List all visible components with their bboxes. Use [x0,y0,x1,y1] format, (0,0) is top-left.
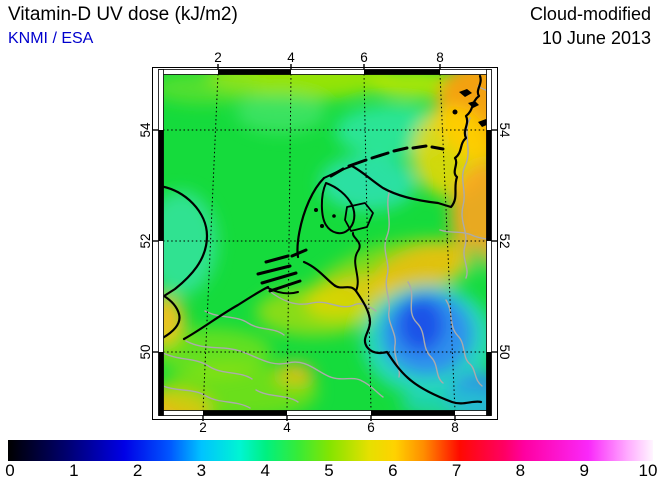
lon-label-top: 8 [436,50,444,65]
islands [256,89,487,293]
colorbar-tick-label: 6 [388,461,398,480]
lon-label-top: 6 [360,50,368,65]
map-figure: 2 4 6 8 2 4 6 8 54 52 50 54 52 50 [138,50,512,435]
coast-france-belgium [182,285,270,341]
colorbar-tick-label: 0 [5,461,15,480]
colorbar-tick-label: 5 [324,461,334,480]
colorbar-tick-label: 8 [515,461,526,480]
river-ijssel [352,232,361,292]
colorbar-tick-label: 10 [638,461,658,480]
dose-blobs [163,74,487,411]
page-title: Vitamin-D UV dose (kJ/m2) [8,4,238,25]
colorbar-tick-label: 7 [451,461,462,480]
lon-label-top: 2 [214,50,222,65]
coast-england [163,185,209,340]
lat-label-left: 52 [138,233,153,248]
axis-ticks [153,64,497,421]
lon-label-bottom: 4 [283,420,291,435]
colorbar-gradient [8,440,653,461]
map-field [163,74,487,411]
lat-label-right: 52 [497,233,512,248]
mode-label: Cloud-modified [529,4,651,24]
lon-label-bottom: 8 [451,420,459,435]
lon-label-bottom: 6 [367,420,375,435]
lat-label-left: 50 [138,344,153,359]
map-frame [152,64,498,421]
lon-label-top: 4 [287,50,295,65]
date-label: 10 June 2013 [541,28,651,48]
colorbar-tick-label: 9 [579,461,589,480]
axis-labels: 2 4 6 8 2 4 6 8 54 52 50 54 52 50 [138,50,512,435]
colorbar-labels: 0 1 2 3 4 5 6 7 8 9 10 [5,461,658,480]
colorbar-tick-label: 2 [132,461,143,480]
colorbar-tick-label: 1 [69,461,79,480]
lat-label-right: 50 [497,344,512,359]
river-maas [302,260,483,405]
lon-label-bottom: 2 [199,420,207,435]
graticule [163,74,487,411]
lat-label-left: 54 [138,122,153,138]
colorbar-tick-label: 4 [260,461,270,480]
country-borders [163,85,487,409]
colorbar-tick-label: 3 [196,461,207,480]
lat-label-right: 54 [497,122,512,138]
coast-holland [296,176,326,259]
ijsselmeer [320,182,356,235]
scheldt [267,287,299,295]
source-label: KNMI / ESA [8,30,94,47]
